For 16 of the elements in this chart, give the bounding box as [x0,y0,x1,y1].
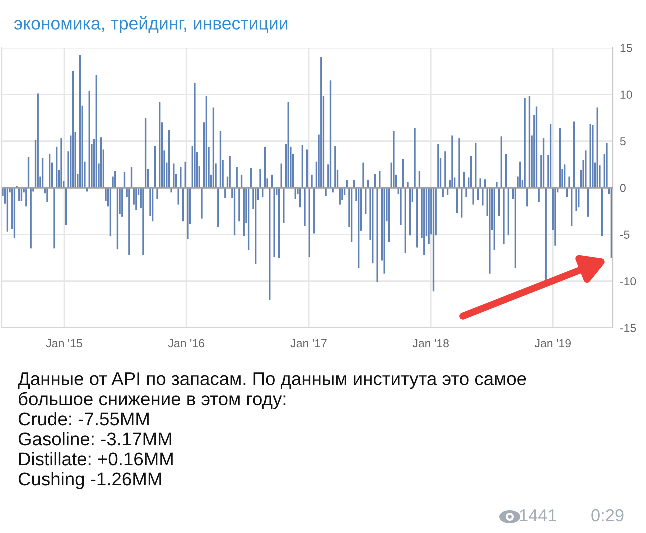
x-tick-label: Jan '15 [46,340,82,348]
text: 1441 [520,510,556,522]
y-tick-label: -15 [620,324,636,332]
chart-title: экономика, трейдинг, инвестиции [14,16,288,34]
x-tick-label: Jan '17 [290,340,327,348]
text: 0:29 [592,509,624,522]
y-tick-label: 15 [620,44,632,52]
y-tick-label: 5 [620,138,626,146]
y-tick-label: -5 [620,230,630,239]
y-tick-label: -10 [620,277,636,286]
y-tick-label: 10 [620,90,632,99]
y-tick-label: 0 [620,184,626,192]
text: Данные от API по запасам. По данным института это самое большое снижение в этом году: Crude: -7.55MM Gasoline: -3.17MM Distillate: +0.16MM Cushing -1.26MM [18,372,526,490]
x-tick-label: Jan '18 [412,339,449,348]
x-tick-label: Jan '16 [168,339,205,348]
x-tick-label: Jan '19 [534,339,571,348]
